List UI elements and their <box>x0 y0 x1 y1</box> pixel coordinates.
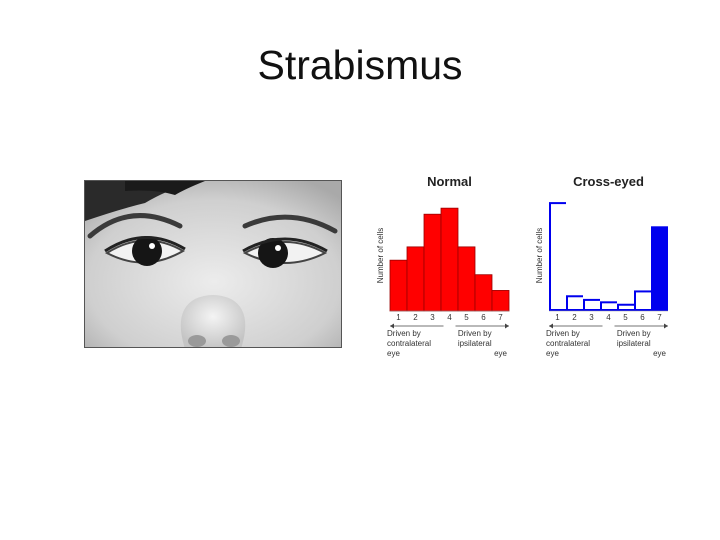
normal-caption-right-line: ipsilateral <box>458 339 492 348</box>
cross-eyed-bar-hollow-1 <box>551 204 566 309</box>
normal-histogram: Normal Number of cells 1 2 3 4 5 6 7 Driven by con… <box>373 170 513 370</box>
cross-eyed-tick-label-5: 5 <box>623 313 628 322</box>
normal-right-arrowhead <box>505 323 509 329</box>
normal-bar-4 <box>440 207 459 312</box>
cross-eyed-tick-label-7: 7 <box>657 313 662 322</box>
normal-tick-label-1: 1 <box>396 313 401 322</box>
cross-eyed-bar-7 <box>651 226 668 311</box>
normal-caption-right-line: Driven by <box>458 329 492 338</box>
cross-eyed-bar-hollow-3 <box>585 300 600 309</box>
slide-title: Strabismus <box>257 42 463 88</box>
normal-tick-label-7: 7 <box>498 313 503 322</box>
cross-eyed-tick-label-3: 3 <box>589 313 594 322</box>
normal-left-arrowhead <box>390 323 394 329</box>
normal-caption-right-line: eye <box>494 349 507 358</box>
cross-eyed-bar-hollow-6 <box>636 292 651 309</box>
normal-bar-6 <box>474 274 493 312</box>
cross-eyed-caption-left-line: eye <box>546 349 559 358</box>
normal-bar-2 <box>406 246 425 312</box>
cross-eyed-caption-right-line: Driven by <box>617 329 651 338</box>
normal-tick-label-5: 5 <box>464 313 469 322</box>
cross-eyed-caption-right-line: ipsilateral <box>617 339 651 348</box>
cross-eyed-tick-label-1: 1 <box>555 313 560 322</box>
normal-bar-3 <box>423 213 442 312</box>
cross-eyed-bar-hollow-2 <box>568 297 583 309</box>
normal-tick-label-4: 4 <box>447 313 452 322</box>
normal-caption-left-line: eye <box>387 349 400 358</box>
cross-eyed-tick-label-4: 4 <box>606 313 611 322</box>
cross-eyed-histogram: Cross-eyed Number of cells 1 2 3 4 5 6 7 Driven b… <box>532 170 672 370</box>
cross-eyed-right-arrowhead <box>664 323 668 329</box>
normal-tick-label-2: 2 <box>413 313 418 322</box>
cross-eyed-tick-label-6: 6 <box>640 313 645 322</box>
cross-eyed-bar-hollow-5 <box>619 305 634 309</box>
cross-eyed-chart-title: Cross-eyed <box>573 174 644 189</box>
cross-eyed-tick-label-2: 2 <box>572 313 577 322</box>
cross-eyed-y-axis-label: Number of cells <box>535 228 544 284</box>
cross-eyed-histogram-svg: Cross-eyed Number of cells 1 2 3 4 5 6 7 Driven b… <box>535 174 668 358</box>
normal-bar-5 <box>457 246 476 312</box>
normal-bar-7 <box>491 290 510 312</box>
cross-eyed-caption-right-line: eye <box>653 349 666 358</box>
normal-caption-left-line: contralateral <box>387 339 431 348</box>
cross-eyed-left-arrowhead <box>549 323 553 329</box>
normal-tick-label-3: 3 <box>430 313 435 322</box>
normal-y-axis-label: Number of cells <box>376 228 385 284</box>
cross-eyed-bar-hollow-4 <box>602 303 617 309</box>
normal-tick-label-6: 6 <box>481 313 486 322</box>
cross-eyed-caption-left-line: Driven by <box>546 329 580 338</box>
cross-eyed-caption-left-line: contralateral <box>546 339 590 348</box>
normal-bar-1 <box>389 259 408 312</box>
child-eyes-photo <box>84 180 342 348</box>
normal-caption-left-line: Driven by <box>387 329 421 338</box>
child-face-illustration <box>85 181 341 347</box>
normal-chart-title: Normal <box>427 174 472 189</box>
